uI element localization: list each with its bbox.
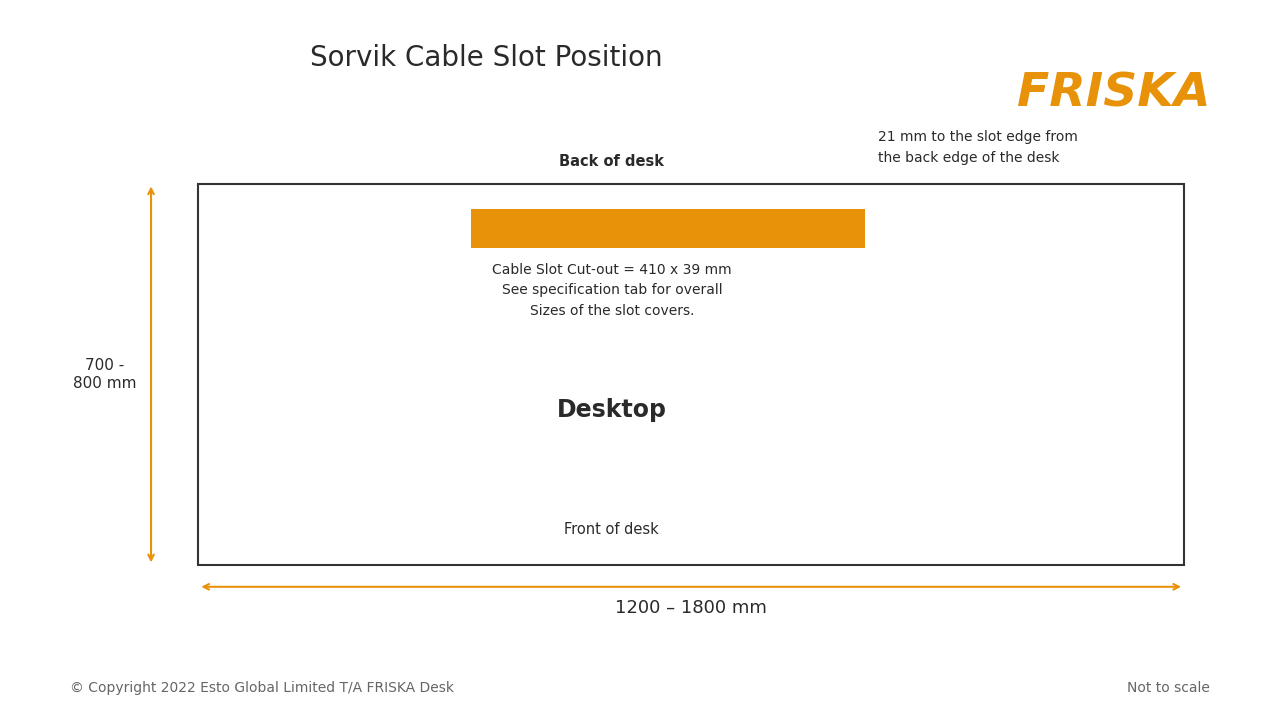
Text: FRISKA: FRISKA xyxy=(1016,71,1211,116)
Text: 700 -
800 mm: 700 - 800 mm xyxy=(73,359,137,390)
Text: Not to scale: Not to scale xyxy=(1126,681,1210,695)
Text: 1200 – 1800 mm: 1200 – 1800 mm xyxy=(616,599,767,618)
Text: 21 mm to the slot edge from
the back edge of the desk: 21 mm to the slot edge from the back edg… xyxy=(878,130,1078,165)
Text: Desktop: Desktop xyxy=(557,398,667,423)
Text: Cable Slot Cut-out = 410 x 39 mm
See specification tab for overall
Sizes of the : Cable Slot Cut-out = 410 x 39 mm See spe… xyxy=(492,263,732,318)
Text: Back of desk: Back of desk xyxy=(559,155,664,169)
Text: Sorvik Cable Slot Position: Sorvik Cable Slot Position xyxy=(310,44,663,71)
Text: Front of desk: Front of desk xyxy=(564,522,659,536)
Text: © Copyright 2022 Esto Global Limited T/A FRISKA Desk: © Copyright 2022 Esto Global Limited T/A… xyxy=(70,681,454,695)
